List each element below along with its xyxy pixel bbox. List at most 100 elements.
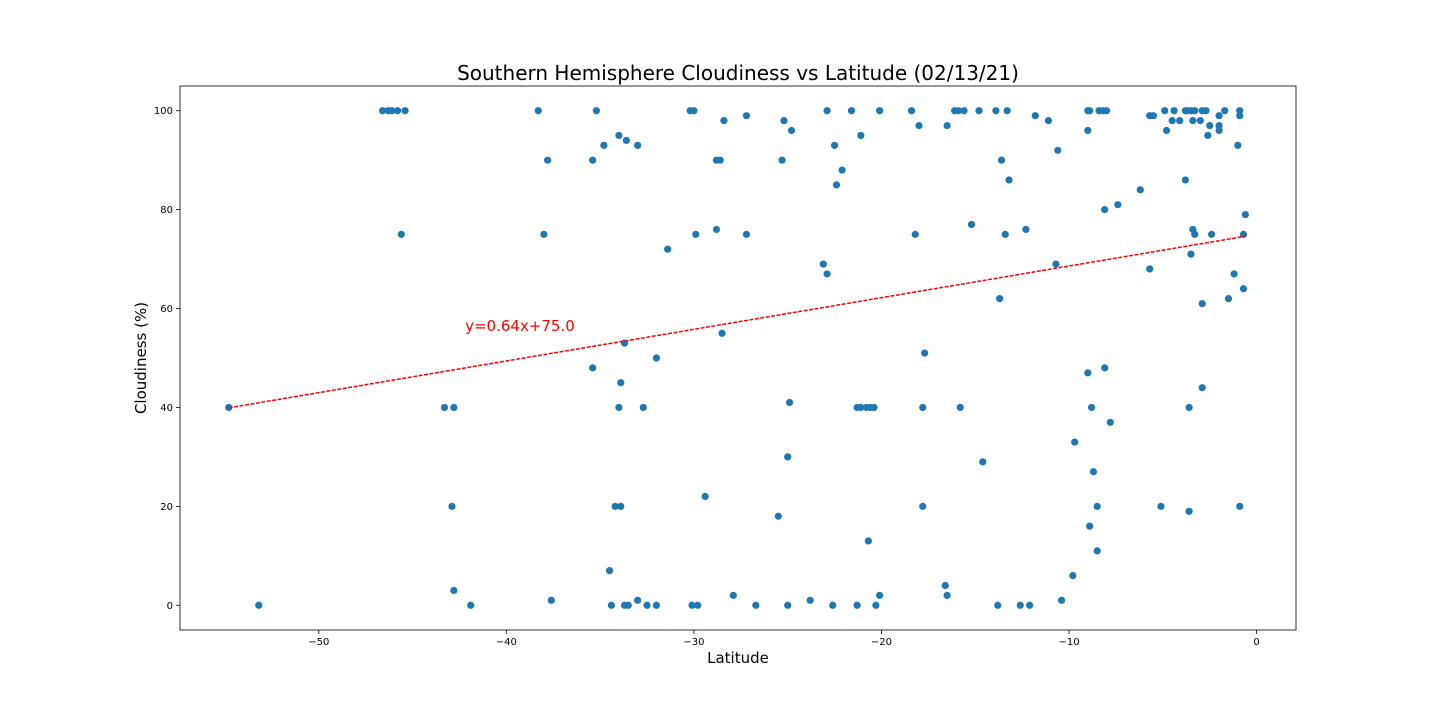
data-point bbox=[780, 117, 788, 125]
data-point bbox=[589, 156, 597, 164]
y-tick-label: 80 bbox=[160, 205, 173, 216]
data-point bbox=[1204, 131, 1212, 140]
data-point bbox=[832, 181, 841, 189]
data-point bbox=[915, 121, 923, 130]
data-point bbox=[378, 107, 387, 115]
data-point bbox=[589, 364, 597, 372]
x-tick-label: 0 bbox=[1253, 637, 1259, 648]
data-point bbox=[1185, 403, 1193, 412]
data-point bbox=[467, 601, 475, 609]
data-point bbox=[547, 596, 555, 604]
data-point bbox=[1005, 176, 1013, 184]
data-point bbox=[778, 156, 786, 164]
data-point bbox=[615, 131, 623, 140]
data-point bbox=[911, 230, 919, 238]
data-point bbox=[785, 398, 794, 407]
data-point bbox=[1170, 107, 1178, 115]
data-point bbox=[694, 601, 702, 609]
data-point bbox=[1086, 107, 1094, 115]
data-point bbox=[1230, 270, 1238, 278]
data-point bbox=[611, 502, 619, 510]
data-point bbox=[1069, 572, 1077, 580]
data-point bbox=[1016, 601, 1024, 609]
x-tick-label: −10 bbox=[1058, 637, 1079, 648]
data-point bbox=[622, 136, 631, 144]
axes-layer bbox=[179, 85, 1297, 631]
data-point bbox=[872, 601, 880, 609]
data-point bbox=[534, 107, 542, 115]
y-tick-label: 100 bbox=[154, 106, 173, 117]
data-point bbox=[664, 245, 672, 253]
data-point bbox=[829, 601, 837, 609]
data-point bbox=[592, 107, 600, 115]
data-point bbox=[1146, 265, 1154, 273]
regression-equation-annotation: y=0.64x+75.0 bbox=[465, 317, 575, 335]
data-point bbox=[919, 502, 927, 510]
data-point bbox=[1102, 107, 1111, 115]
data-point bbox=[975, 107, 983, 115]
data-point bbox=[1057, 596, 1066, 604]
data-point bbox=[1236, 112, 1244, 120]
data-point bbox=[1191, 230, 1199, 238]
data-point bbox=[1052, 260, 1060, 268]
data-point bbox=[847, 107, 856, 115]
data-point bbox=[1176, 117, 1184, 125]
data-point bbox=[1031, 112, 1039, 120]
data-point bbox=[1086, 522, 1094, 530]
data-point bbox=[1215, 126, 1223, 135]
data-point bbox=[1215, 112, 1223, 120]
data-point bbox=[870, 403, 878, 412]
data-point bbox=[600, 141, 608, 149]
data-point bbox=[979, 458, 987, 466]
data-point bbox=[255, 601, 263, 609]
data-point bbox=[1189, 117, 1197, 125]
data-point bbox=[806, 596, 814, 604]
data-point bbox=[690, 107, 698, 115]
data-point bbox=[450, 586, 458, 595]
data-point bbox=[1044, 117, 1053, 125]
data-point bbox=[996, 295, 1004, 303]
data-point bbox=[605, 567, 614, 575]
data-point bbox=[615, 403, 623, 412]
data-point bbox=[624, 601, 632, 609]
data-point bbox=[1234, 141, 1242, 149]
data-point bbox=[752, 601, 760, 609]
data-point bbox=[954, 107, 962, 115]
data-point bbox=[943, 591, 951, 599]
data-point bbox=[956, 403, 964, 412]
data-point bbox=[742, 112, 751, 120]
data-point bbox=[1149, 112, 1158, 120]
data-point bbox=[1054, 146, 1062, 154]
data-point bbox=[1185, 507, 1193, 515]
data-point bbox=[540, 230, 548, 238]
ticks-layer: −50 −40 −30 −20 −10 0 0 20 40 60 80 100 bbox=[154, 106, 1260, 648]
data-point bbox=[941, 581, 949, 590]
points-layer bbox=[225, 107, 1249, 609]
data-point bbox=[652, 354, 661, 362]
data-point bbox=[742, 230, 751, 238]
data-point bbox=[943, 121, 951, 130]
x-tick-label: −20 bbox=[871, 637, 892, 648]
regression-layer bbox=[228, 235, 1246, 409]
data-point bbox=[967, 220, 976, 229]
data-point bbox=[1239, 285, 1248, 293]
x-axis-label: Latitude bbox=[707, 649, 769, 667]
data-point bbox=[1168, 117, 1176, 125]
data-point bbox=[1198, 384, 1206, 392]
data-point bbox=[857, 131, 865, 140]
data-point bbox=[634, 596, 642, 604]
data-point bbox=[712, 225, 721, 234]
data-point bbox=[1101, 364, 1109, 372]
data-point bbox=[1026, 601, 1034, 609]
data-point bbox=[784, 453, 792, 461]
y-tick-label: 0 bbox=[167, 601, 173, 612]
data-point bbox=[1136, 186, 1144, 194]
data-point bbox=[1236, 502, 1244, 510]
data-point bbox=[1161, 107, 1169, 115]
data-point bbox=[1215, 121, 1223, 130]
data-point bbox=[718, 329, 726, 337]
data-point bbox=[1198, 300, 1206, 308]
data-point bbox=[921, 349, 929, 357]
data-point bbox=[634, 141, 642, 149]
